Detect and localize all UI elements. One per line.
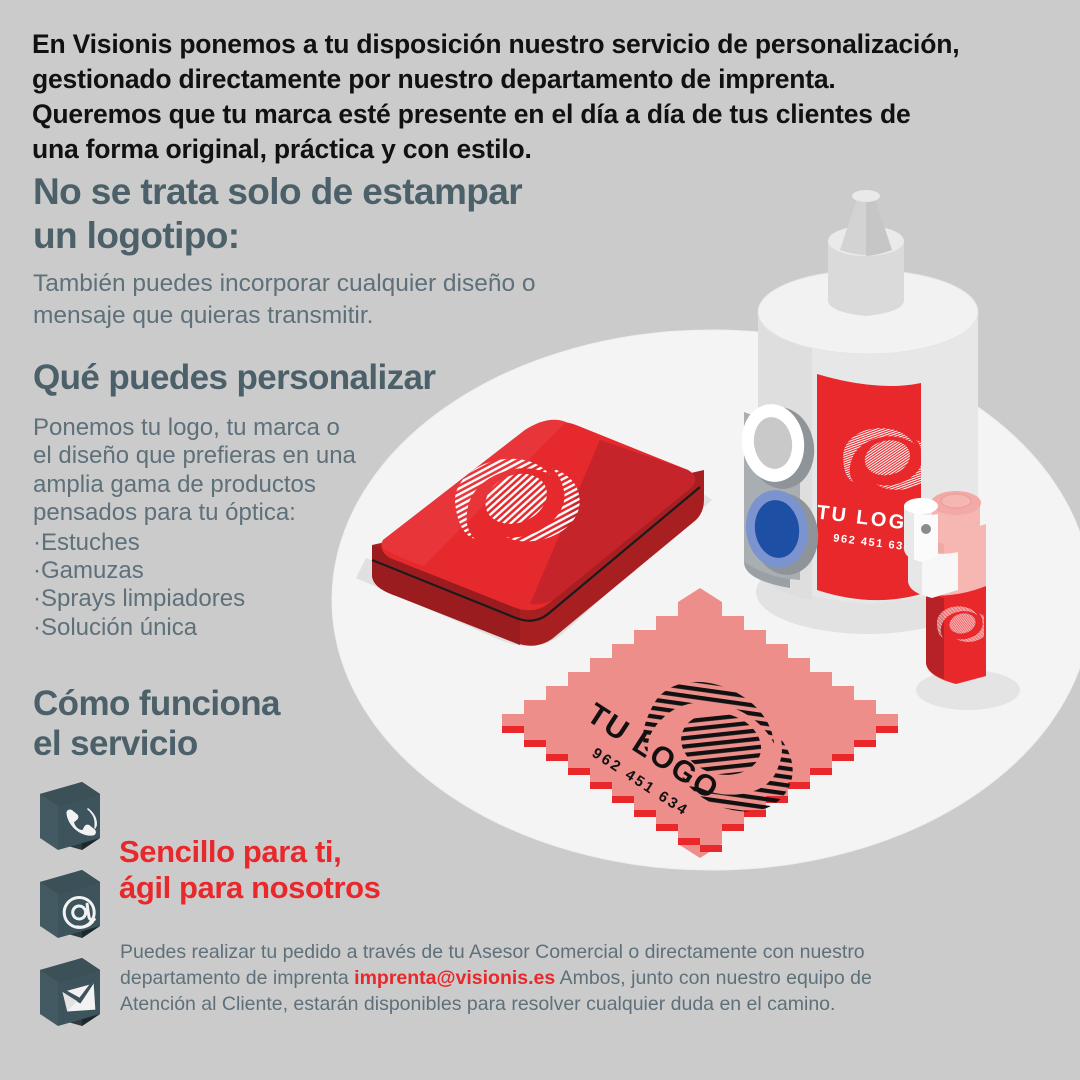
list-item: ·Solución única xyxy=(33,613,198,641)
service-slogan: Sencillo para ti, ágil para nosotros xyxy=(119,834,381,906)
envelope-icon[interactable] xyxy=(30,956,106,1036)
phone-icon[interactable] xyxy=(30,780,106,860)
list-item: ·Gamuzas xyxy=(33,557,144,585)
contact-icon-column xyxy=(30,780,110,1044)
body-line-2: mensaje que quieras transmitir. xyxy=(33,302,374,330)
at-sign-icon[interactable] xyxy=(30,868,106,948)
product-bullet-list: ·Estuches ·Gamuzas ·Sprays limpiadores ·… xyxy=(33,529,435,642)
section-servicio-heading: Cómo funciona el servicio xyxy=(33,684,281,763)
section-personalizar-body: Ponemos tu logo, tu marca o el diseño qu… xyxy=(33,414,435,642)
heading-line-1: Cómo funciona xyxy=(33,684,281,723)
list-item: ·Estuches xyxy=(33,529,140,556)
heading-line-1: No se trata solo de estampar xyxy=(33,171,523,212)
intro-line-4: una forma original, práctica y con estil… xyxy=(32,133,532,164)
body-line-2: el diseño que prefieras en una xyxy=(33,442,356,470)
body-line-1: Ponemos tu logo, tu marca o xyxy=(33,414,340,442)
imprenta-email-link[interactable]: imprenta@visionis.es xyxy=(354,966,556,989)
body-line-3: amplia gama de productos xyxy=(33,470,316,498)
slogan-line-2: ágil para nosotros xyxy=(119,869,381,905)
body-line-1: También puedes incorporar cualquier dise… xyxy=(33,270,536,298)
section-servicio: Cómo funciona el servicio xyxy=(33,684,281,763)
list-item: ·Sprays limpiadores xyxy=(33,585,246,613)
heading-line-2: un logotipo: xyxy=(33,214,240,256)
section-logotipo-body: También puedes incorporar cualquier dise… xyxy=(33,268,536,332)
section-logotipo-heading: No se trata solo de estampar un logotipo… xyxy=(33,170,536,257)
intro-line-2: gestionado directamente por nuestro depa… xyxy=(32,63,836,94)
contact-paragraph: Puedes realizar tu pedido a través de tu… xyxy=(120,940,910,1018)
section-logotipo: No se trata solo de estampar un logotipo… xyxy=(33,170,536,332)
intro-line-3: Queremos que tu marca esté presente en e… xyxy=(32,98,911,129)
section-personalizar: Qué puedes personalizar Ponemos tu logo,… xyxy=(33,358,436,642)
intro-paragraph: En Visionis ponemos a tu disposición nue… xyxy=(32,27,1042,167)
slogan-line-1: Sencillo para ti, xyxy=(119,834,342,869)
section-personalizar-heading: Qué puedes personalizar xyxy=(33,358,436,397)
intro-line-1: En Visionis ponemos a tu disposición nue… xyxy=(32,29,960,59)
body-line-4: pensados para tu óptica: xyxy=(33,498,296,526)
heading-line-2: el servicio xyxy=(33,723,198,763)
